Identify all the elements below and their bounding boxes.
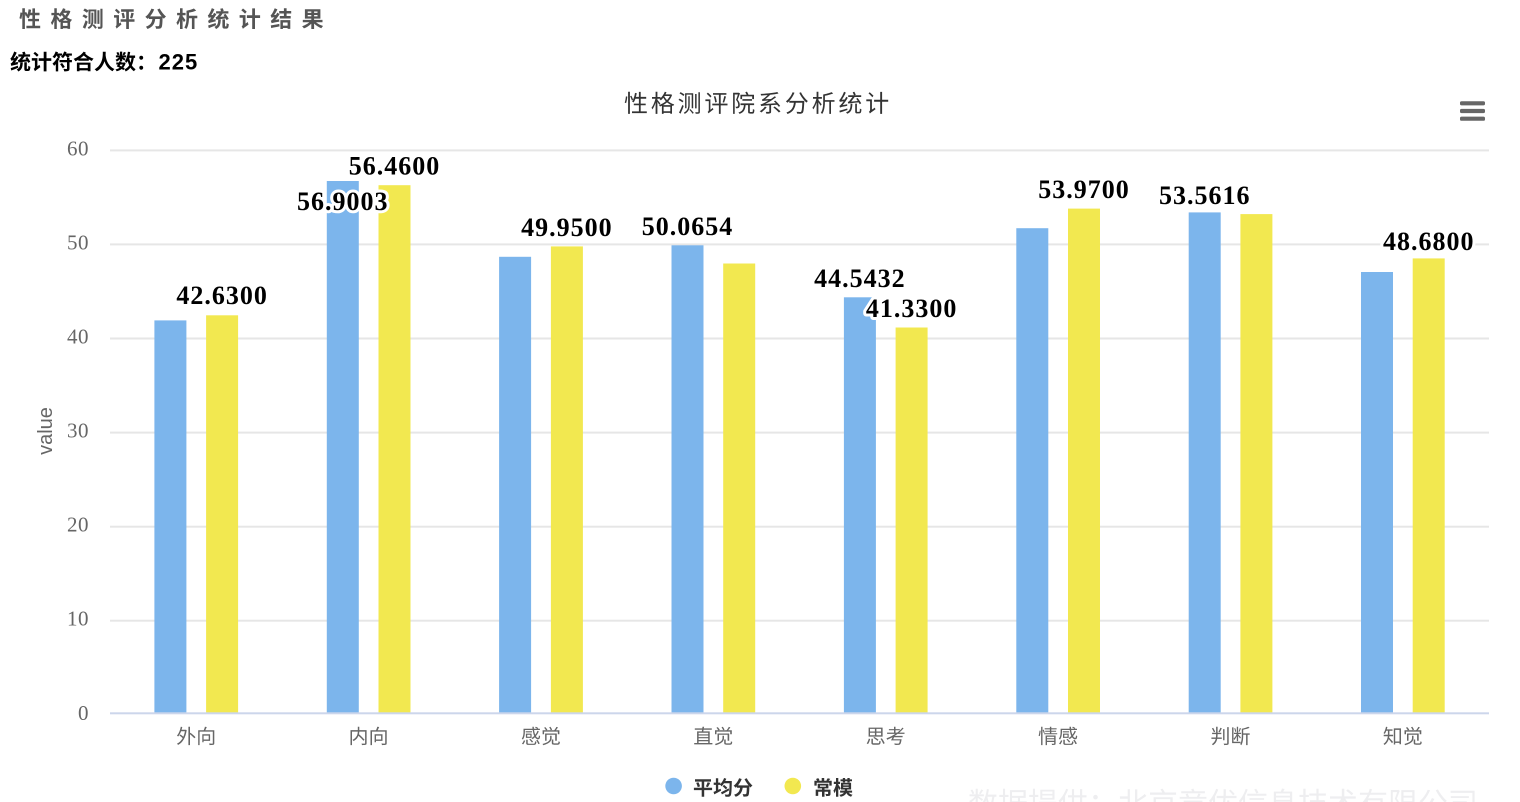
svg-text:49.9500: 49.9500: [521, 213, 613, 242]
svg-text:40: 40: [67, 325, 89, 349]
svg-text:53.9700: 53.9700: [1038, 175, 1130, 204]
svg-text:20: 20: [67, 513, 89, 537]
svg-text:42.6300: 42.6300: [176, 281, 268, 310]
svg-text:50.0654: 50.0654: [642, 212, 734, 241]
svg-text:53.5616: 53.5616: [1159, 181, 1251, 210]
svg-text:30: 30: [67, 419, 89, 443]
svg-text:41.3300: 41.3300: [866, 294, 958, 323]
svg-text:48.6800: 48.6800: [1383, 227, 1475, 256]
svg-text:60: 60: [67, 136, 89, 160]
svg-text:225: 225: [159, 50, 199, 75]
svg-text:50: 50: [67, 230, 89, 254]
svg-text:56.4600: 56.4600: [349, 152, 441, 181]
svg-text:56.9003: 56.9003: [297, 187, 389, 216]
svg-text:10: 10: [67, 607, 89, 631]
svg-text:value: value: [35, 407, 57, 455]
svg-text:0: 0: [78, 701, 89, 725]
svg-text:44.5432: 44.5432: [814, 264, 906, 293]
